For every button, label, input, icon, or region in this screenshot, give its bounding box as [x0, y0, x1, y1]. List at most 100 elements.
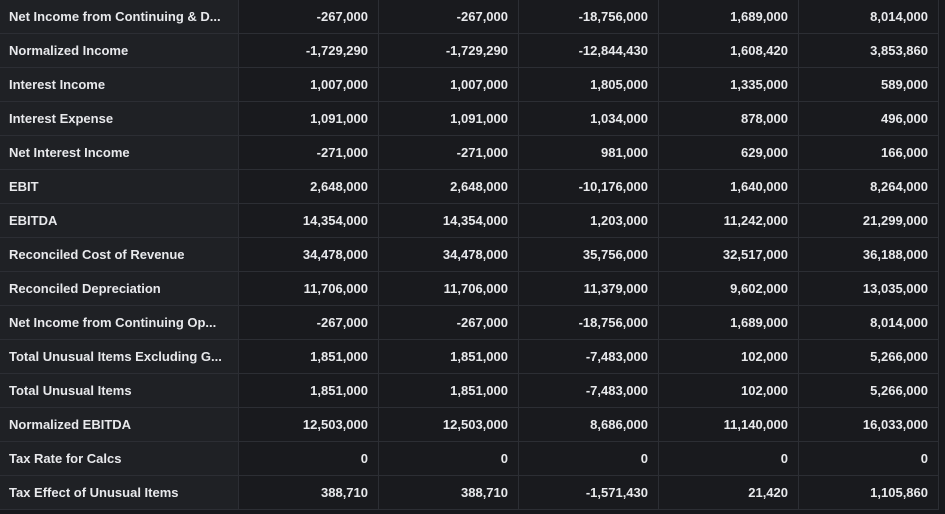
value-cell: 1,805,000: [519, 68, 659, 101]
value-cell: 1,689,000: [659, 0, 799, 33]
value-cell: -18,756,000: [519, 0, 659, 33]
value-cell: 34,478,000: [379, 238, 519, 271]
value-cell: -267,000: [239, 0, 379, 33]
row-label: Reconciled Cost of Revenue: [0, 238, 239, 271]
value-cell: -12,844,430: [519, 34, 659, 67]
value-cell: 32,517,000: [659, 238, 799, 271]
value-cell: 8,264,000: [799, 170, 939, 203]
value-cell: -7,483,000: [519, 374, 659, 407]
table-row: Interest Income 1,007,000 1,007,000 1,805,0…: [0, 68, 939, 102]
value-cell: 1,640,000: [659, 170, 799, 203]
value-cell: 21,299,000: [799, 204, 939, 237]
value-cell: 2,648,000: [239, 170, 379, 203]
value-cell: 496,000: [799, 102, 939, 135]
row-label: Normalized EBITDA: [0, 408, 239, 441]
table-row: Tax Rate for Calcs 0 0 0 0 0: [0, 442, 939, 476]
table-row: Normalized EBITDA 12,503,000 12,503,000 8,6…: [0, 408, 939, 442]
table-row: Interest Expense 1,091,000 1,091,000 1,034,…: [0, 102, 939, 136]
value-cell: -1,729,290: [239, 34, 379, 67]
value-cell: 1,851,000: [239, 340, 379, 373]
value-cell: 1,689,000: [659, 306, 799, 339]
table-row: Net Income from Continuing & D... -267,00…: [0, 0, 939, 34]
row-label: Reconciled Depreciation: [0, 272, 239, 305]
row-label: Net Interest Income: [0, 136, 239, 169]
value-cell: -1,571,430: [519, 476, 659, 509]
value-cell: 11,379,000: [519, 272, 659, 305]
value-cell: 629,000: [659, 136, 799, 169]
value-cell: 1,091,000: [379, 102, 519, 135]
value-cell: 3,853,860: [799, 34, 939, 67]
value-cell: 35,756,000: [519, 238, 659, 271]
value-cell: 1,105,860: [799, 476, 939, 509]
table-row: Total Unusual Items Excluding G... 1,851,…: [0, 340, 939, 374]
value-cell: 0: [239, 442, 379, 475]
value-cell: 12,503,000: [379, 408, 519, 441]
value-cell: 981,000: [519, 136, 659, 169]
value-cell: 14,354,000: [239, 204, 379, 237]
value-cell: 11,706,000: [239, 272, 379, 305]
value-cell: 11,706,000: [379, 272, 519, 305]
value-cell: 1,203,000: [519, 204, 659, 237]
value-cell: 388,710: [379, 476, 519, 509]
value-cell: 0: [799, 442, 939, 475]
value-cell: 878,000: [659, 102, 799, 135]
value-cell: 166,000: [799, 136, 939, 169]
value-cell: 11,140,000: [659, 408, 799, 441]
value-cell: 589,000: [799, 68, 939, 101]
table-row: Normalized Income -1,729,290 -1,729,290 -12…: [0, 34, 939, 68]
value-cell: -267,000: [239, 306, 379, 339]
value-cell: -267,000: [379, 0, 519, 33]
value-cell: 1,851,000: [379, 374, 519, 407]
value-cell: -271,000: [379, 136, 519, 169]
value-cell: 13,035,000: [799, 272, 939, 305]
row-label: EBIT: [0, 170, 239, 203]
table-row: Reconciled Depreciation 11,706,000 11,706,…: [0, 272, 939, 306]
table-row: EBITDA 14,354,000 14,354,000 1,203,000 11,24…: [0, 204, 939, 238]
value-cell: 8,686,000: [519, 408, 659, 441]
row-label: Tax Effect of Unusual Items: [0, 476, 239, 509]
value-cell: 388,710: [239, 476, 379, 509]
row-label: Interest Income: [0, 68, 239, 101]
table-row: Total Unusual Items 1,851,000 1,851,000 -7,…: [0, 374, 939, 408]
value-cell: 12,503,000: [239, 408, 379, 441]
value-cell: 9,602,000: [659, 272, 799, 305]
value-cell: -267,000: [379, 306, 519, 339]
value-cell: 0: [659, 442, 799, 475]
value-cell: 1,608,420: [659, 34, 799, 67]
value-cell: 8,014,000: [799, 306, 939, 339]
value-cell: 2,648,000: [379, 170, 519, 203]
table-row: Net Interest Income -271,000 -271,000 981,0…: [0, 136, 939, 170]
value-cell: -1,729,290: [379, 34, 519, 67]
table-row: Tax Effect of Unusual Items 388,710 388,71…: [0, 476, 939, 510]
table-row: EBIT 2,648,000 2,648,000 -10,176,000 1,640,0…: [0, 170, 939, 204]
value-cell: 8,014,000: [799, 0, 939, 33]
value-cell: 11,242,000: [659, 204, 799, 237]
value-cell: 36,188,000: [799, 238, 939, 271]
row-label: Normalized Income: [0, 34, 239, 67]
value-cell: 1,091,000: [239, 102, 379, 135]
value-cell: 1,007,000: [379, 68, 519, 101]
value-cell: -7,483,000: [519, 340, 659, 373]
row-label: EBITDA: [0, 204, 239, 237]
row-label: Net Income from Continuing Op...: [0, 306, 239, 339]
value-cell: 1,851,000: [379, 340, 519, 373]
value-cell: 102,000: [659, 340, 799, 373]
value-cell: 21,420: [659, 476, 799, 509]
table-row: Net Income from Continuing Op... -267,000…: [0, 306, 939, 340]
value-cell: 0: [379, 442, 519, 475]
row-label: Net Income from Continuing & D...: [0, 0, 239, 33]
row-label: Interest Expense: [0, 102, 239, 135]
value-cell: 1,851,000: [239, 374, 379, 407]
value-cell: 16,033,000: [799, 408, 939, 441]
value-cell: 5,266,000: [799, 374, 939, 407]
table-row: Reconciled Cost of Revenue 34,478,000 34,4…: [0, 238, 939, 272]
row-label: Total Unusual Items Excluding G...: [0, 340, 239, 373]
row-label: Tax Rate for Calcs: [0, 442, 239, 475]
value-cell: 102,000: [659, 374, 799, 407]
value-cell: 14,354,000: [379, 204, 519, 237]
value-cell: 1,034,000: [519, 102, 659, 135]
row-label: Total Unusual Items: [0, 374, 239, 407]
value-cell: -18,756,000: [519, 306, 659, 339]
